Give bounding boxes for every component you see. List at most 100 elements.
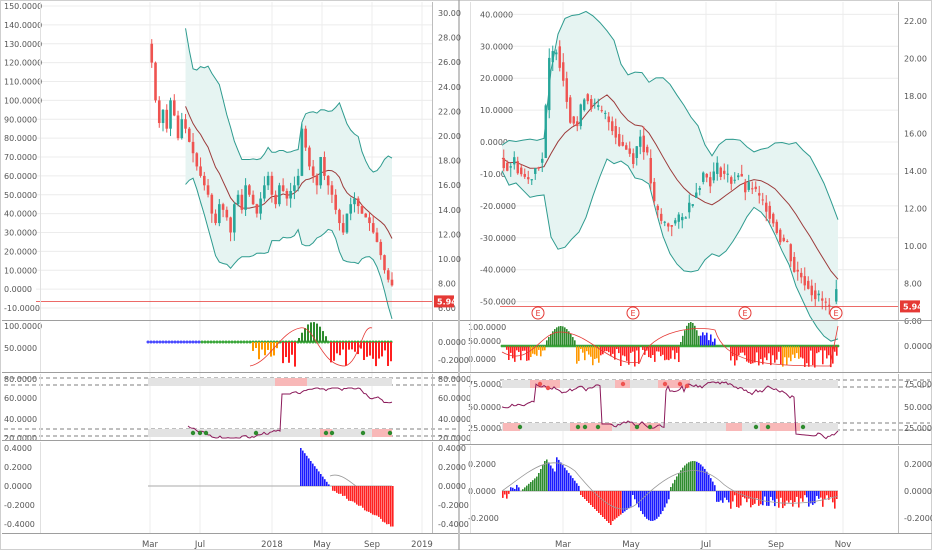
earnings-event-label: E — [742, 309, 747, 318]
histogram-bar — [312, 463, 314, 486]
candle-body — [632, 153, 635, 165]
candle-body — [649, 158, 652, 184]
oscillator-bar — [666, 346, 668, 360]
oscillator-bar — [514, 346, 516, 362]
oscillator-bar — [826, 346, 828, 359]
rsi-signal-dot-red — [545, 385, 551, 391]
bollinger-upper-line — [501, 10, 839, 220]
candle-body — [345, 213, 349, 233]
histogram-bar — [592, 491, 594, 507]
histogram-bar — [390, 486, 392, 527]
histogram-bar — [546, 459, 548, 491]
oscillator-bar — [756, 346, 758, 353]
candle-body — [744, 181, 747, 193]
oscillator-bar — [800, 346, 802, 358]
y-tick-left: 40.0000 — [480, 10, 513, 19]
bollinger-band-fill — [502, 11, 838, 342]
y-tick-left: 20.0000 — [4, 434, 37, 443]
candle-body — [758, 193, 761, 196]
histogram-bar — [300, 448, 302, 486]
rsi-oversold-zone — [148, 429, 392, 437]
candle-body — [506, 162, 509, 171]
oscillator-dot — [638, 344, 642, 348]
histogram-bar — [322, 476, 324, 486]
histogram-bar — [706, 471, 708, 491]
y-tick-right: 18.00 — [904, 92, 927, 101]
candle-body — [203, 175, 206, 186]
histogram-bar — [348, 486, 350, 501]
histogram-bar — [644, 491, 646, 517]
oscillator-bar — [620, 346, 622, 367]
y-tick-left: 0.4000 — [4, 444, 32, 453]
histogram-bar — [732, 491, 734, 502]
oscillator-bar — [802, 346, 804, 359]
histogram-bar — [658, 491, 660, 517]
histogram-bar — [388, 486, 390, 525]
oscillator-bar — [708, 340, 710, 346]
candle-body — [285, 190, 289, 199]
x-tick-label: Sep — [768, 540, 784, 550]
oscillator-bar — [780, 346, 782, 365]
histogram-bar — [758, 491, 760, 506]
candle-body — [218, 204, 221, 224]
oscillator-dot — [209, 340, 213, 344]
oscillator-bar — [760, 346, 762, 360]
y-tick-left: 40.0000 — [4, 415, 37, 424]
rsi-oversold-highlight — [760, 423, 800, 431]
histogram-bar — [666, 491, 668, 504]
oscillator-bar — [534, 346, 536, 355]
candle-body — [537, 167, 540, 169]
y-tick-right: 0.2000 — [904, 460, 932, 469]
y-tick-right: 0.0000 — [904, 487, 932, 496]
candle-body — [597, 105, 600, 107]
histogram-bar — [662, 491, 664, 511]
oscillator-bar — [664, 346, 666, 361]
oscillator-bar — [734, 346, 736, 366]
oscillator-bar — [348, 342, 350, 350]
histogram-bar — [560, 462, 562, 491]
oscillator-dot — [188, 340, 192, 344]
histogram-bar — [720, 491, 722, 501]
histogram-bar — [338, 486, 340, 494]
histogram-bar — [508, 491, 510, 494]
candle-body — [195, 153, 199, 167]
oscillator-bar — [516, 346, 518, 351]
candle-body — [502, 158, 505, 169]
candle-body — [172, 100, 176, 116]
oscillator-bar — [584, 346, 586, 361]
histogram-bar — [688, 462, 690, 491]
histogram-bar — [550, 465, 552, 491]
oscillator-bar — [814, 346, 816, 368]
histogram-bar — [636, 491, 638, 504]
oscillator-bar — [381, 342, 383, 357]
candle-body — [236, 194, 240, 205]
oscillator-bar — [790, 346, 792, 362]
oscillator-bar — [562, 326, 564, 346]
y-tick-right: 0.4000 — [438, 444, 466, 453]
rsi-signal-dot-green — [595, 424, 601, 430]
y-tick-right: 22.00 — [438, 107, 461, 116]
oscillator-bar — [806, 346, 808, 364]
histogram-bar — [316, 468, 318, 486]
candle-body — [326, 175, 330, 186]
oscillator-bar — [544, 346, 546, 351]
candle-body — [824, 301, 827, 303]
oscillator-bar — [384, 342, 386, 351]
histogram-bar — [574, 480, 576, 491]
candle-body — [789, 244, 792, 262]
oscillator-bar — [366, 342, 368, 357]
histogram-bar — [808, 491, 810, 507]
earnings-event-marker — [829, 306, 843, 320]
candle-body — [737, 175, 740, 178]
oscillator-bar — [588, 346, 590, 355]
oscillator-bar — [712, 341, 714, 346]
candle-body — [730, 177, 733, 184]
oscillator-bar — [618, 346, 620, 354]
last-price-label: 5.94 — [437, 297, 457, 306]
histogram-bar — [606, 491, 608, 521]
candle-body — [281, 185, 285, 191]
y-tick-left: -0.2000 — [4, 501, 35, 510]
oscillator-bar — [604, 346, 606, 352]
candle-body — [530, 179, 533, 181]
oscillator-bar — [644, 346, 646, 355]
